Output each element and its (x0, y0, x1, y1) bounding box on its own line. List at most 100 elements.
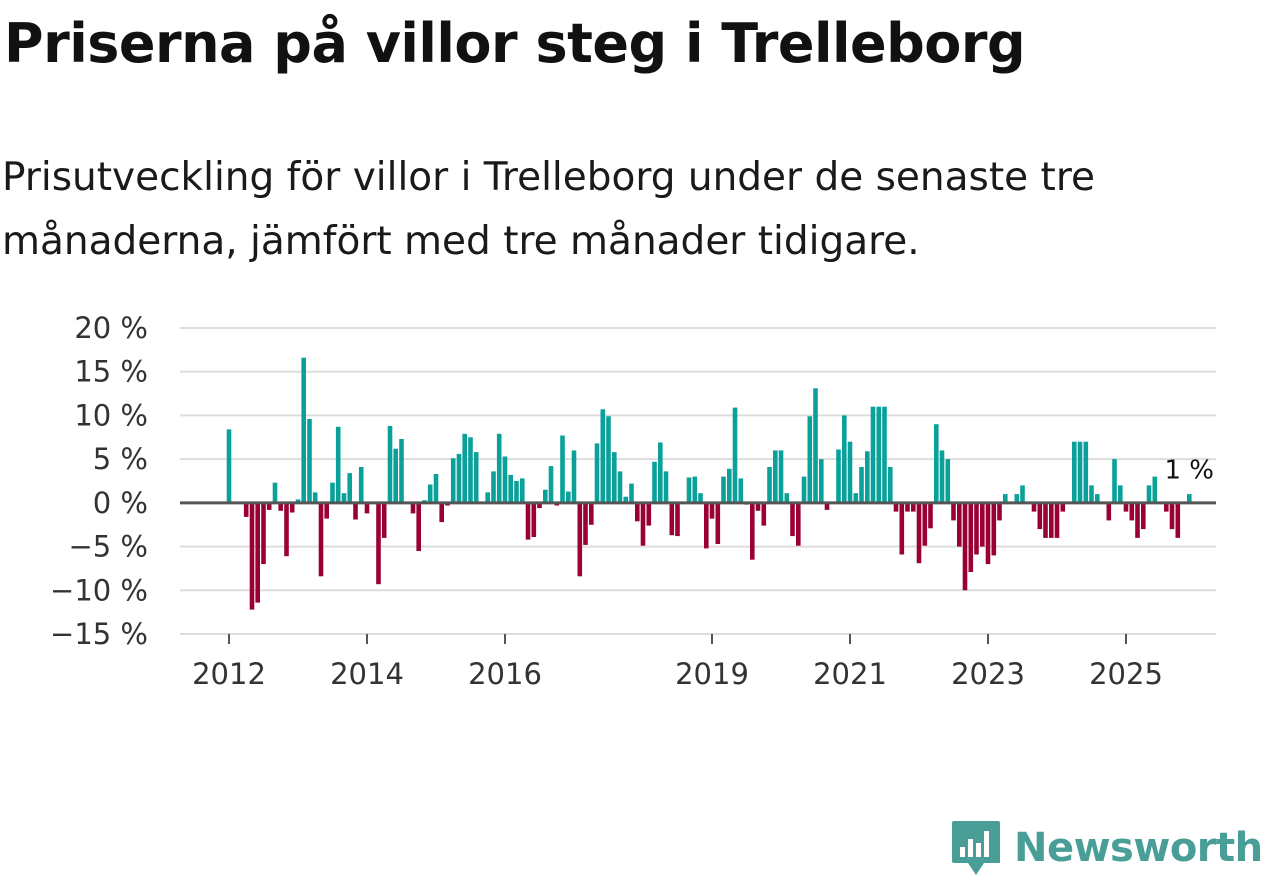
bar (468, 437, 473, 503)
bar (1049, 502, 1054, 538)
brand-name: Newsworthy (1014, 825, 1262, 871)
bar (1083, 441, 1089, 503)
bar (520, 478, 525, 503)
bar (589, 502, 594, 525)
bar (439, 502, 444, 523)
bar (686, 477, 692, 503)
bar (485, 492, 490, 503)
bar (1089, 485, 1094, 503)
bar (1118, 485, 1123, 503)
bar (1129, 502, 1135, 521)
bar (692, 476, 698, 503)
bar (882, 406, 887, 503)
bar (261, 502, 266, 565)
bar (266, 502, 272, 510)
bar (997, 502, 1002, 521)
bar (583, 502, 588, 545)
bar (571, 450, 577, 503)
gridlines (180, 327, 1216, 635)
bar (341, 493, 347, 503)
y-axis-ticks: 20 % 15 % 10 % 5 % 0 % −5 % −10 % −15 % (50, 311, 148, 651)
bar (358, 467, 364, 503)
bar (496, 433, 502, 503)
bar (462, 433, 467, 503)
bar (330, 482, 335, 503)
bar (318, 502, 324, 577)
bar (1095, 494, 1100, 503)
x-tick-label: 2014 (330, 657, 404, 691)
bar (1031, 502, 1037, 512)
x-tick-label: 2025 (1089, 657, 1163, 691)
bar (888, 467, 893, 503)
bar (560, 435, 565, 503)
bar (721, 476, 726, 503)
bar (635, 502, 640, 522)
y-tick-label: −10 % (50, 573, 148, 607)
bar (796, 502, 801, 546)
bar (1003, 494, 1008, 503)
bar (433, 474, 439, 503)
bar (836, 449, 841, 503)
bar (732, 407, 738, 503)
bar (738, 478, 744, 503)
bar (951, 502, 956, 521)
bar (1014, 494, 1020, 503)
bar (842, 415, 847, 503)
bar (658, 442, 663, 503)
bar (876, 406, 882, 503)
bar (543, 489, 548, 503)
bar (295, 499, 301, 503)
bar (853, 493, 859, 503)
x-tick-label: 2021 (813, 657, 887, 691)
bar (985, 502, 991, 565)
bar (1072, 441, 1077, 503)
bar (410, 502, 416, 514)
bar (1112, 459, 1117, 503)
bar (773, 450, 778, 503)
bar (606, 416, 611, 503)
y-tick-label: −15 % (50, 617, 148, 651)
bar (525, 502, 531, 540)
x-axis-ticks: 2012 2014 2016 2019 2021 2023 2025 (192, 634, 1163, 691)
bar (704, 502, 709, 549)
bar (491, 471, 496, 503)
bar-chart: 20 %15 %10 %5 %0 %−5 %−10 %−15 % 2012 201… (50, 311, 1216, 691)
bar (577, 502, 583, 577)
data-labels: 1 % (1164, 455, 1214, 485)
bar (646, 502, 652, 526)
bar (381, 502, 387, 538)
bar (335, 426, 341, 503)
bar (508, 474, 513, 503)
bar (1164, 502, 1169, 512)
bar (617, 471, 623, 503)
bar (1037, 502, 1043, 530)
bar (289, 502, 295, 513)
bar (1060, 502, 1066, 512)
bar (778, 450, 784, 503)
bar (307, 418, 312, 503)
bar (249, 502, 255, 610)
bar (807, 416, 813, 503)
bar (1077, 441, 1083, 503)
bar (600, 409, 606, 503)
bar (962, 502, 968, 591)
y-tick-label: 15 % (74, 355, 148, 389)
y-tick-label: 5 % (93, 442, 148, 476)
bar (376, 502, 381, 585)
y-tick-label: −5 % (68, 530, 148, 564)
bar (623, 496, 629, 503)
bar (364, 502, 370, 514)
bar (928, 502, 933, 529)
x-tick-label: 2016 (468, 657, 542, 691)
bar (347, 473, 352, 503)
bar (1043, 502, 1048, 538)
bar (899, 502, 905, 555)
bar (1020, 485, 1025, 503)
bar (761, 502, 767, 526)
bar (974, 502, 979, 555)
bar (1106, 502, 1112, 521)
bar (813, 388, 818, 503)
bar (566, 491, 571, 503)
bar (870, 406, 876, 503)
bar (911, 502, 916, 512)
